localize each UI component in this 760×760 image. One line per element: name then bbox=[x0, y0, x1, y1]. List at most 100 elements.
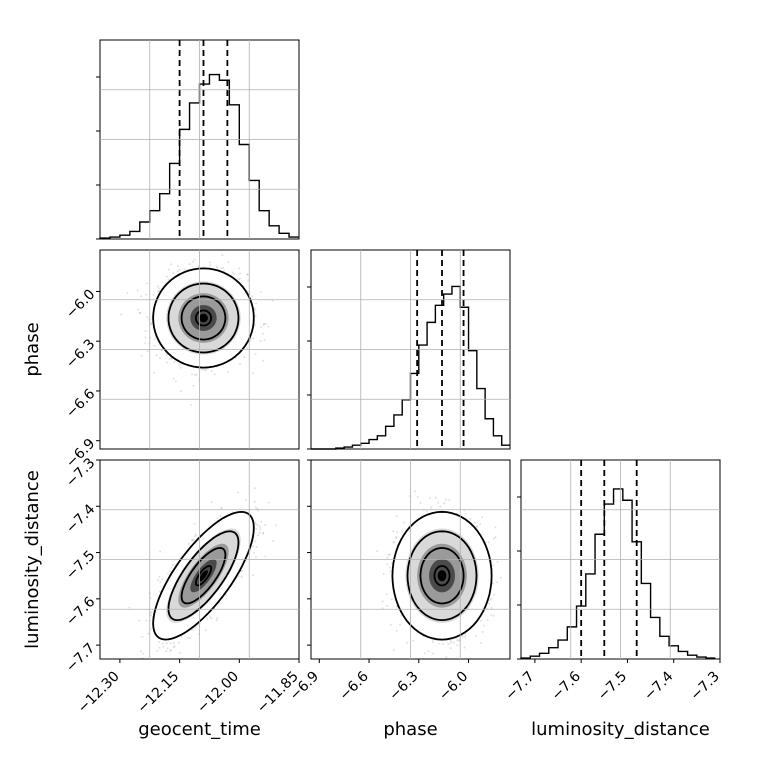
sample-point bbox=[453, 641, 456, 644]
sample-point bbox=[239, 363, 241, 366]
sample-point bbox=[419, 501, 422, 504]
sample-point bbox=[194, 533, 197, 536]
sample-point bbox=[254, 556, 257, 558]
sample-point bbox=[395, 535, 398, 538]
sample-point bbox=[399, 623, 401, 626]
sample-point bbox=[386, 605, 388, 607]
x-tick-label: −6.3 bbox=[386, 669, 421, 704]
sample-point bbox=[479, 523, 482, 526]
x-tick-label: −12.00 bbox=[194, 669, 242, 717]
sample-point bbox=[138, 312, 141, 314]
sample-point bbox=[445, 498, 447, 501]
sample-point bbox=[439, 505, 442, 508]
sample-point bbox=[216, 266, 219, 269]
sample-point bbox=[389, 553, 392, 556]
histogram-step-line bbox=[520, 488, 716, 659]
sample-point bbox=[159, 581, 162, 584]
sample-point bbox=[141, 635, 144, 638]
x-axis-label: luminosity_distance bbox=[531, 719, 710, 740]
y-axis-label: phase bbox=[22, 322, 43, 376]
sample-point bbox=[450, 641, 453, 644]
sample-point bbox=[145, 619, 148, 622]
sample-point bbox=[174, 380, 177, 383]
sample-point bbox=[140, 650, 142, 653]
sample-point bbox=[264, 555, 267, 558]
sample-point bbox=[255, 546, 258, 548]
sample-point bbox=[140, 295, 143, 298]
sample-point bbox=[262, 323, 265, 326]
sample-point bbox=[153, 344, 156, 347]
sample-point bbox=[479, 619, 482, 622]
sample-point bbox=[271, 299, 274, 302]
sample-point bbox=[464, 513, 467, 515]
sample-point bbox=[165, 275, 168, 278]
sample-point bbox=[152, 371, 155, 374]
sample-point bbox=[494, 526, 497, 529]
sample-point bbox=[434, 496, 437, 499]
sample-point bbox=[492, 582, 494, 585]
sample-point bbox=[254, 487, 256, 490]
sample-point bbox=[240, 575, 243, 578]
sample-point bbox=[155, 354, 158, 357]
sample-point bbox=[167, 572, 170, 575]
x-tick-label: −12.15 bbox=[134, 669, 182, 717]
x-axis-label: phase bbox=[383, 719, 437, 740]
y-tick-label: −7.5 bbox=[63, 548, 98, 583]
y-tick-label: −6.0 bbox=[63, 287, 98, 322]
y-tick-label: −7.6 bbox=[63, 594, 98, 629]
sample-point bbox=[490, 597, 493, 600]
sample-point bbox=[223, 269, 226, 272]
sample-point bbox=[172, 642, 175, 644]
sample-point bbox=[389, 623, 392, 626]
sample-point bbox=[145, 293, 148, 296]
sample-point bbox=[427, 650, 430, 653]
sample-point bbox=[178, 268, 181, 271]
sample-point bbox=[253, 551, 256, 554]
sample-point bbox=[171, 563, 174, 566]
sample-point bbox=[170, 566, 173, 569]
sample-point bbox=[274, 524, 277, 527]
sample-point bbox=[262, 359, 265, 362]
sample-point bbox=[492, 614, 495, 617]
sample-point bbox=[253, 500, 256, 503]
sample-point bbox=[158, 641, 161, 644]
sample-point bbox=[393, 541, 396, 544]
sample-point bbox=[424, 652, 426, 655]
sample-point bbox=[441, 642, 444, 645]
sample-point bbox=[481, 630, 484, 633]
sample-point bbox=[443, 502, 446, 505]
sample-point bbox=[255, 523, 258, 526]
x-tick-label: −7.3 bbox=[687, 669, 722, 704]
sample-point bbox=[220, 267, 223, 270]
sample-point bbox=[210, 501, 213, 504]
sample-point bbox=[406, 641, 409, 644]
sample-point bbox=[254, 506, 257, 509]
sample-point bbox=[157, 290, 160, 292]
sample-point bbox=[144, 342, 147, 345]
sample-point bbox=[476, 525, 479, 528]
sample-point bbox=[146, 316, 149, 319]
sample-point bbox=[376, 550, 379, 553]
sample-point bbox=[243, 356, 246, 359]
sample-point bbox=[449, 639, 452, 642]
sample-point bbox=[173, 361, 176, 364]
sample-point bbox=[447, 642, 450, 645]
sample-point bbox=[195, 373, 198, 376]
sample-point bbox=[264, 523, 266, 526]
sample-point bbox=[403, 521, 406, 524]
sample-point bbox=[172, 272, 175, 274]
sample-point bbox=[267, 325, 270, 328]
sample-point bbox=[493, 593, 496, 596]
sample-point bbox=[191, 373, 193, 376]
sample-point bbox=[158, 287, 161, 290]
sample-point bbox=[177, 641, 180, 644]
sample-point bbox=[203, 369, 206, 372]
sample-point bbox=[263, 339, 266, 342]
sample-point bbox=[186, 636, 189, 639]
sample-point bbox=[167, 268, 170, 271]
sample-point bbox=[261, 332, 264, 335]
sample-point bbox=[254, 540, 257, 543]
sample-point bbox=[448, 498, 451, 501]
sample-point bbox=[193, 535, 196, 538]
